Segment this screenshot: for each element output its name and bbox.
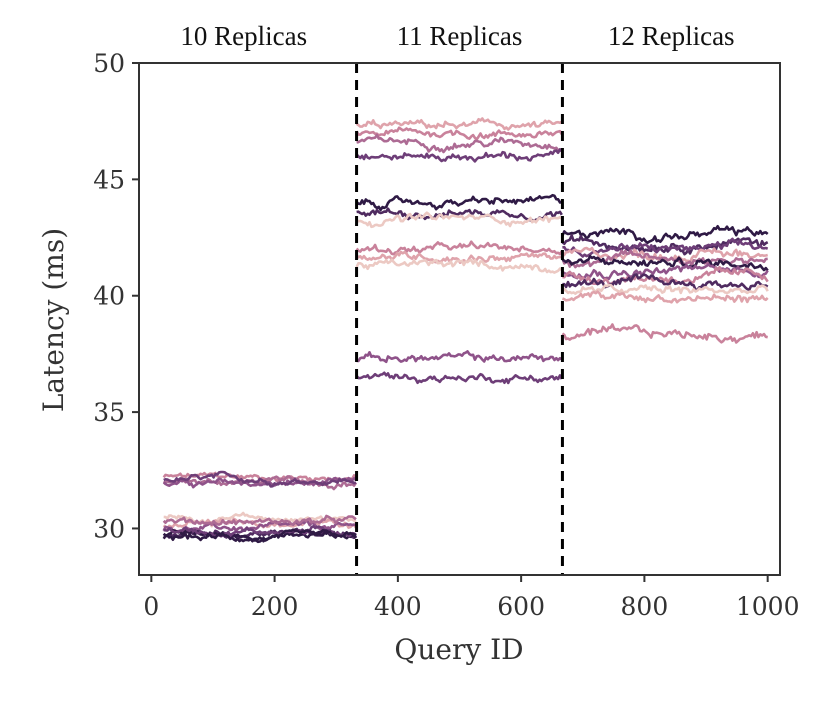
series-line-21 — [355, 258, 563, 274]
series-line-26 — [562, 237, 769, 258]
y-tick-label-30: 30 — [93, 514, 125, 543]
x-axis-ticks: 0 200 400 600 800 1000 — [143, 575, 799, 621]
series-line-17 — [356, 207, 563, 223]
series-line-15 — [355, 148, 563, 163]
y-axis-ticks: 30 35 40 45 50 — [93, 49, 139, 543]
region-label-11: 11 Replicas — [397, 21, 523, 51]
x-tick-label-400: 400 — [374, 592, 422, 621]
region-label-10: 10 Replicas — [180, 21, 307, 51]
series-line-6 — [162, 519, 357, 534]
series-line-12 — [355, 117, 563, 131]
series-line-13 — [355, 126, 563, 141]
y-tick-label-45: 45 — [93, 165, 125, 194]
series-line-19 — [355, 240, 563, 256]
series-line-34 — [561, 290, 769, 304]
series-line-28 — [561, 249, 768, 269]
series-line-22 — [356, 350, 563, 364]
series-line-11 — [162, 528, 357, 543]
x-tick-label-0: 0 — [143, 592, 159, 621]
y-tick-label-50: 50 — [93, 49, 125, 78]
series-line-16 — [355, 193, 563, 212]
series-line-10 — [162, 514, 357, 527]
x-tick-label-200: 200 — [251, 592, 299, 621]
region-labels: 10 Replicas 11 Replicas 12 Replicas — [180, 21, 734, 51]
series-line-23 — [355, 371, 563, 385]
x-tick-label-800: 800 — [621, 592, 669, 621]
series-line-14 — [356, 133, 563, 154]
y-tick-label-35: 35 — [93, 398, 125, 427]
series-line-32 — [562, 273, 769, 292]
x-tick-label-1000: 1000 — [736, 592, 800, 621]
series-layer — [162, 117, 769, 544]
x-tick-label-600: 600 — [497, 592, 545, 621]
y-axis-label: Latency (ms) — [37, 228, 70, 412]
x-axis-label: Query ID — [394, 633, 523, 666]
plot-frame — [138, 62, 781, 576]
series-line-35 — [561, 323, 768, 344]
region-label-12: 12 Replicas — [608, 21, 735, 51]
series-line-24 — [561, 225, 769, 245]
series-line-3 — [163, 470, 357, 488]
region-dividers — [355, 63, 564, 575]
series-line-29 — [561, 254, 769, 272]
series-line-18 — [356, 211, 563, 229]
y-tick-label-40: 40 — [93, 282, 125, 311]
